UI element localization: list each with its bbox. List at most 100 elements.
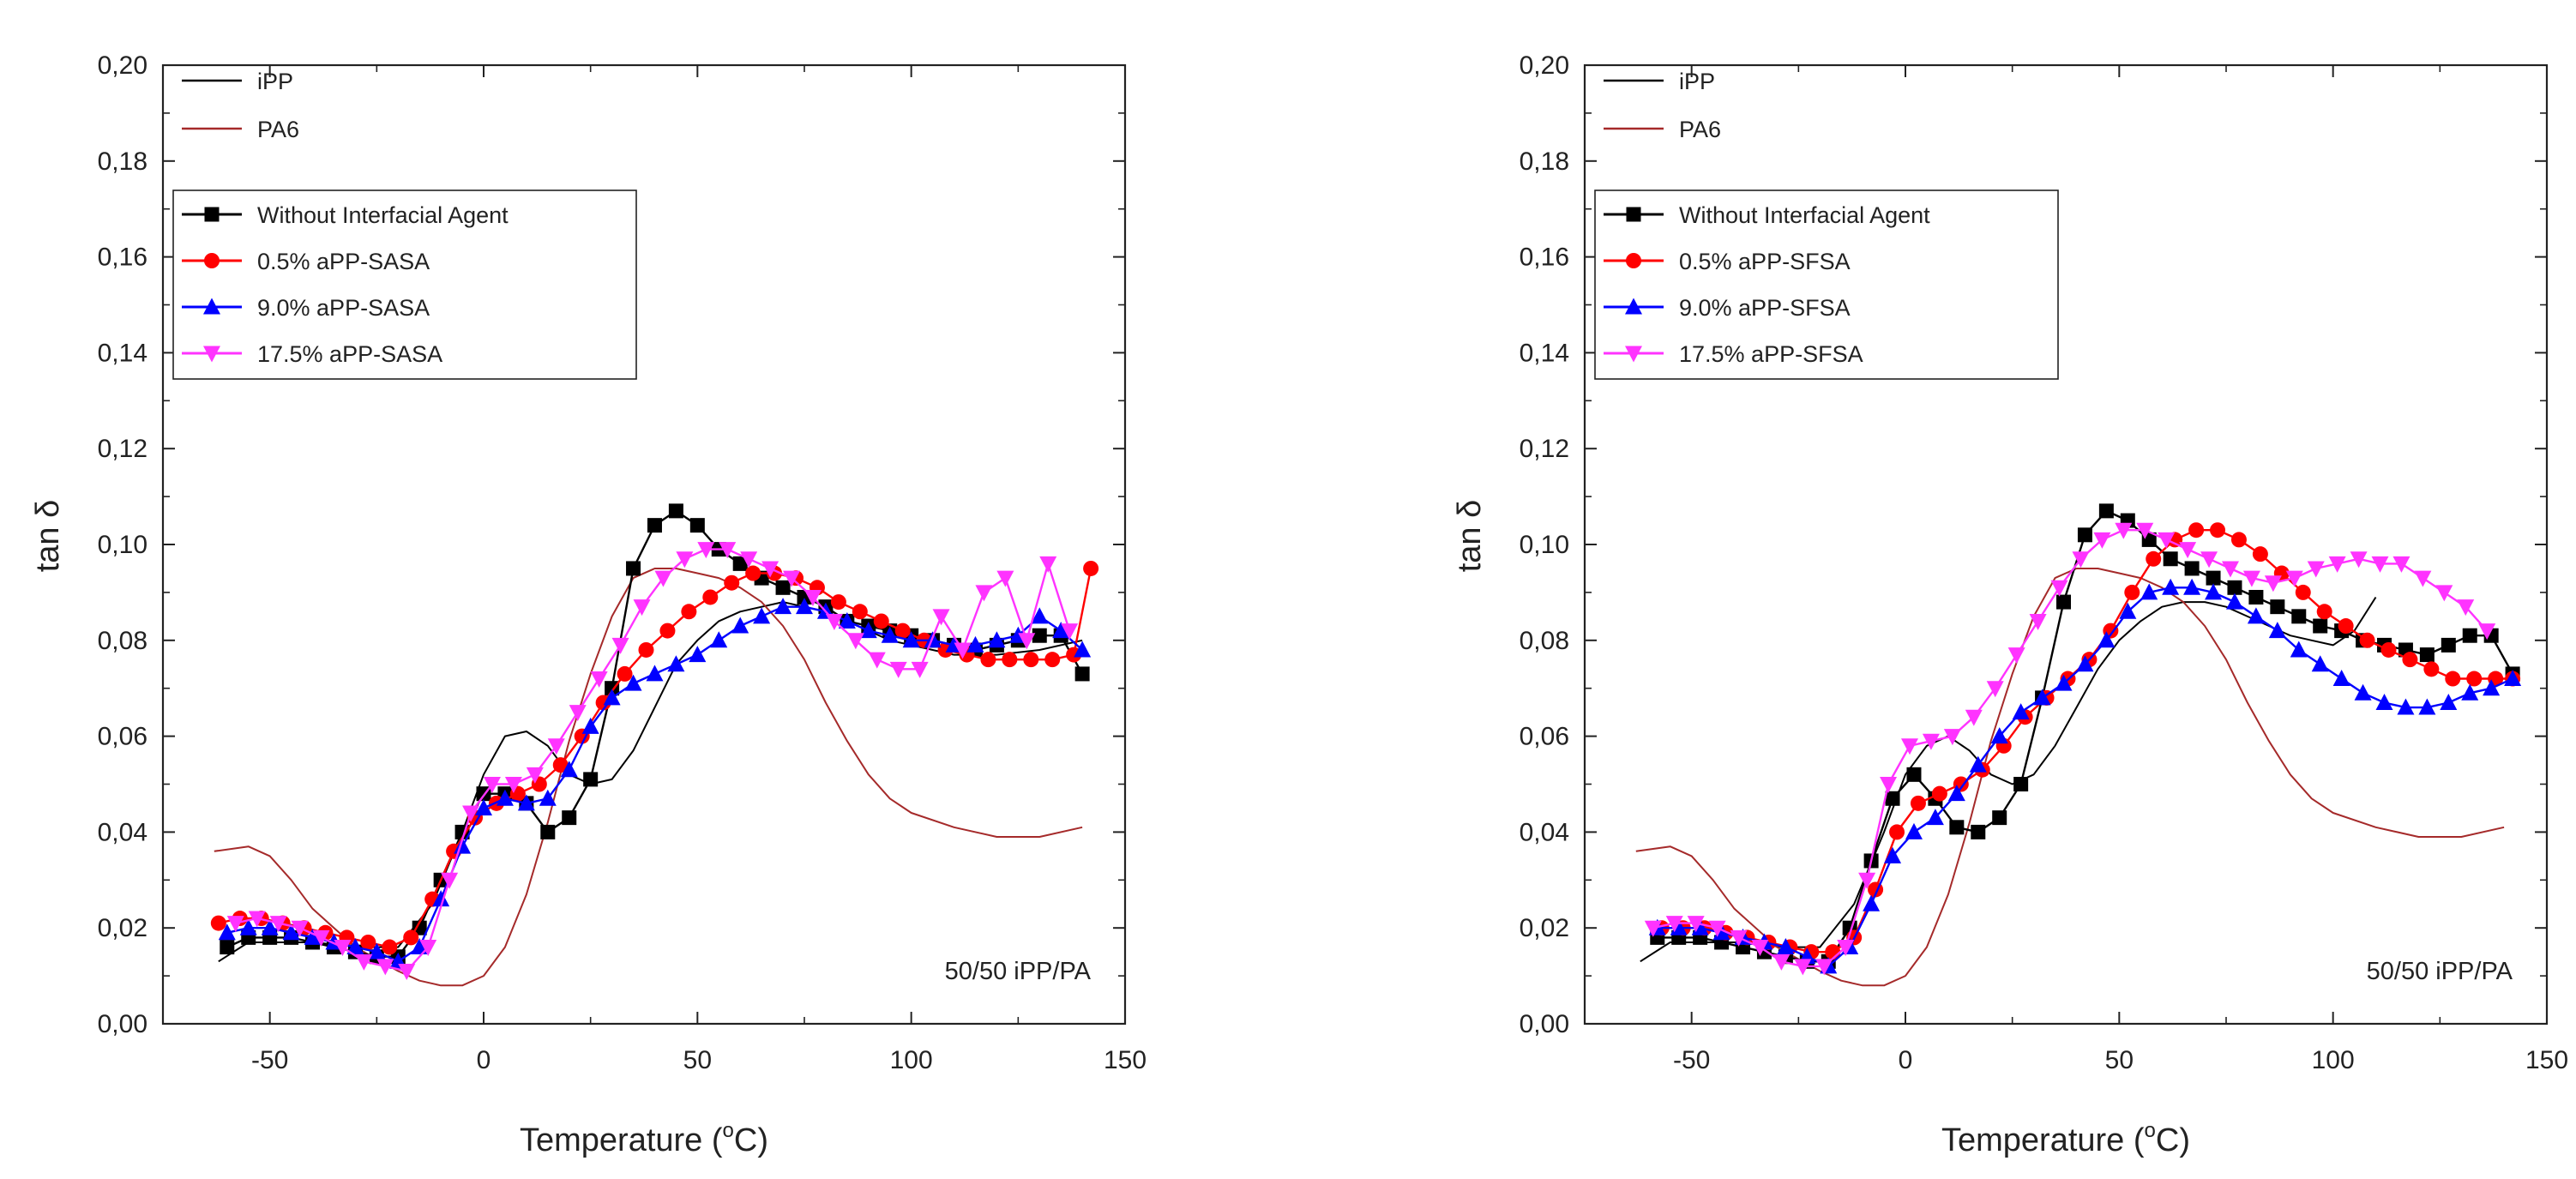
data-point	[2375, 693, 2393, 710]
y-tick-label: 0,12	[98, 435, 147, 463]
data-point	[475, 798, 492, 815]
data-point	[638, 641, 654, 658]
x-tick-label: -50	[1673, 1046, 1710, 1074]
data-point	[803, 589, 822, 606]
x-tick-label: 50	[2105, 1046, 2134, 1074]
data-point	[624, 674, 642, 691]
data-point	[633, 599, 651, 617]
data-point	[2072, 551, 2090, 568]
y-tick-label: 0,10	[98, 531, 147, 559]
data-point	[1031, 607, 1049, 624]
data-point	[569, 705, 587, 722]
data-point	[441, 872, 459, 889]
data-point	[360, 934, 376, 950]
data-point	[719, 542, 737, 559]
data-point	[2270, 599, 2285, 615]
data-point	[2350, 551, 2368, 568]
data-point	[261, 918, 279, 935]
left-chart-panel: 0,00 0,02 0,04 0,06 0,08 0,10 0,12 0,14 0,16 0,18…	[30, 51, 1147, 1158]
data-point	[269, 916, 287, 933]
data-point	[1730, 929, 1748, 947]
data-point	[282, 923, 300, 941]
data-point	[210, 915, 226, 931]
data-point	[2248, 589, 2264, 605]
data-point	[2483, 679, 2501, 696]
data-point	[2466, 671, 2483, 687]
data-point	[355, 953, 373, 971]
data-point	[681, 604, 697, 620]
data-point	[2163, 551, 2178, 567]
sample-annotation: 50/50 iPP/PA	[945, 958, 1092, 985]
data-point	[731, 617, 749, 634]
legend-label: iPP	[1679, 69, 1715, 94]
data-point	[2050, 580, 2068, 597]
data-point	[304, 928, 322, 945]
data-point	[2140, 583, 2158, 600]
data-point	[1992, 810, 2007, 826]
legend-marker	[203, 298, 220, 315]
y-tick-label: 0,04	[98, 818, 147, 846]
data-point	[724, 574, 740, 591]
data-point	[2311, 655, 2329, 672]
data-point	[2441, 637, 2456, 653]
data-point	[646, 665, 664, 682]
y-tick-label: 0,12	[1520, 435, 1569, 463]
y-axis-title: tan δ	[1452, 500, 1488, 573]
x-tick-label: 0	[1899, 1046, 1913, 1074]
right-chart-panel: 0,00 0,02 0,04 0,06 0,08 0,10 0,12 0,14 0,16 0,18…	[1452, 51, 2568, 1158]
data-point	[659, 623, 676, 639]
x-tick-label: 100	[2312, 1046, 2355, 1074]
data-point	[2077, 527, 2092, 543]
y-tick-label: 0,08	[1520, 627, 1569, 655]
data-point	[846, 633, 864, 650]
data-point	[1965, 709, 1983, 726]
data-point	[226, 916, 244, 933]
data-point	[889, 661, 907, 678]
data-point	[291, 920, 309, 937]
data-point	[2119, 602, 2137, 619]
data-point	[2158, 532, 2176, 549]
data-point	[2247, 607, 2265, 624]
data-point	[932, 609, 950, 626]
x-axis-title: Temperature (oC)	[1941, 1119, 2190, 1158]
data-point	[1002, 652, 1018, 668]
series-9-0-app-sfsa	[1648, 578, 2522, 974]
data-point	[346, 938, 364, 955]
data-point	[2380, 641, 2397, 658]
data-point	[753, 607, 771, 624]
data-point	[1922, 733, 1940, 750]
data-point	[1777, 938, 1795, 955]
data-point	[1665, 916, 1683, 933]
data-point	[2205, 583, 2223, 600]
data-point	[2461, 683, 2479, 701]
data-point	[2371, 556, 2389, 573]
data-point	[2206, 570, 2221, 586]
data-point	[2285, 570, 2303, 587]
data-point	[1969, 755, 1987, 773]
data-point	[980, 652, 996, 668]
y-tick-label: 0,14	[1520, 339, 1569, 367]
data-point	[2230, 532, 2247, 548]
y-tick-label: 0,20	[1520, 51, 1569, 80]
data-point	[1773, 953, 1791, 971]
legend-label: 17.5% aPP-SFSA	[1679, 341, 1863, 367]
data-point	[2291, 609, 2307, 624]
data-point	[668, 503, 683, 519]
data-point	[248, 911, 266, 928]
data-point	[783, 570, 801, 587]
data-point	[398, 964, 416, 981]
legend-label: Without Interfacial Agent	[1679, 202, 1930, 228]
legend-box	[1594, 189, 2059, 380]
data-point	[1018, 633, 1036, 650]
data-point	[1880, 777, 1898, 793]
data-point	[859, 622, 877, 639]
data-point	[689, 518, 705, 533]
y-tick-label: 0,16	[1520, 244, 1569, 272]
data-point	[2098, 631, 2116, 648]
legend-box	[172, 189, 637, 380]
data-point	[454, 837, 472, 854]
y-tick-label: 0,04	[1520, 818, 1569, 846]
data-point	[1858, 872, 1876, 889]
data-point	[2397, 698, 2415, 715]
y-tick-label: 0,00	[1520, 1010, 1569, 1038]
